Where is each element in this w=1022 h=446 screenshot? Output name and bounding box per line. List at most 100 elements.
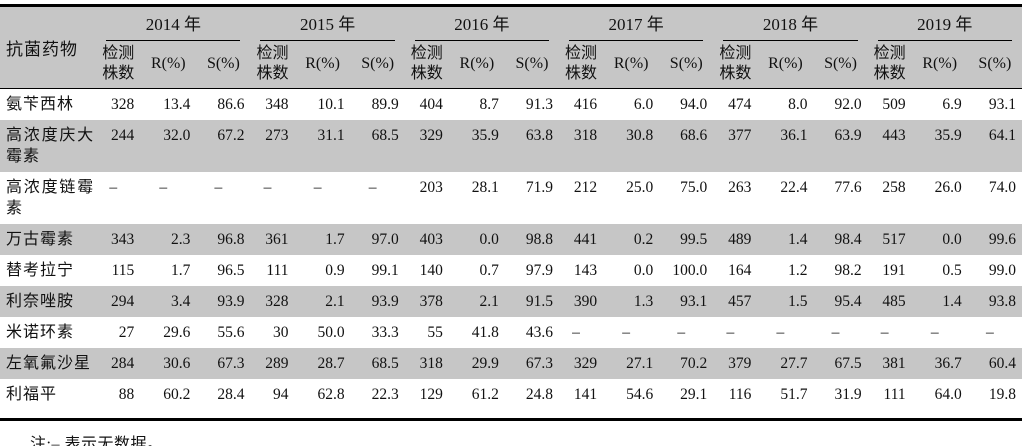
s-value-cell: 98.2 — [834, 262, 862, 279]
r-value-cell: 2.1 — [325, 293, 345, 310]
count-value-cell: 318 — [419, 355, 443, 372]
s-value-cell: 91.5 — [525, 293, 554, 310]
s-value-cell: 68.5 — [371, 355, 399, 372]
count-value-cell: – — [572, 324, 580, 341]
r-value-cell: – — [930, 324, 939, 341]
r-value-cell: 27.1 — [626, 355, 654, 372]
count-value-cell: 164 — [728, 262, 752, 279]
s-value-cell: 75.0 — [680, 179, 708, 196]
year-header-2018: 2018 年 — [713, 5, 868, 41]
count-value-cell: 377 — [728, 127, 752, 144]
year-label: 2019 年 — [917, 15, 973, 34]
subheader-r: R(%) — [911, 41, 968, 89]
r-value-cell: 28.7 — [317, 355, 345, 372]
r-value-cell: 0.0 — [633, 262, 654, 279]
r-value-cell: 0.0 — [479, 231, 499, 248]
table-body: 氨苄西林 328 13.4 86.6 348 10.1 89.9 404 8.7 91.3 416 6… — [0, 89, 1022, 420]
r-value-cell: 36.7 — [934, 355, 962, 372]
r-value-cell: – — [622, 324, 631, 341]
r-value-cell: 0.0 — [942, 231, 962, 248]
count-value-cell: 88 — [118, 386, 135, 403]
s-value-cell: 99.6 — [988, 231, 1016, 248]
r-value-cell: 1.3 — [633, 293, 654, 310]
subheader-s: S(%) — [967, 41, 1022, 89]
s-value-cell: 63.8 — [525, 127, 554, 144]
count-value-cell: 191 — [882, 262, 906, 279]
r-value-cell: 8.0 — [788, 96, 808, 113]
s-value-cell: 100.0 — [672, 262, 708, 279]
s-value-cell: 99.5 — [680, 231, 708, 248]
subheader-row: 检测株数 R(%) S(%) 检测株数 R(%) S(%) 检测株数 R(%) … — [0, 41, 1022, 89]
r-value-cell: 22.4 — [780, 179, 808, 196]
s-value-cell: 93.1 — [680, 293, 708, 310]
s-value-cell: 74.0 — [988, 179, 1016, 196]
drug-name-cell: 米诺环素 — [6, 324, 75, 341]
year-header-2017: 2017 年 — [559, 5, 714, 41]
s-value-cell: 96.5 — [217, 262, 245, 279]
s-value-cell: 98.4 — [834, 231, 862, 248]
count-value-cell: 115 — [111, 262, 135, 279]
table-row: 利福平 88 60.2 28.4 94 62.8 22.3 129 61.2 24.8 141 54.… — [0, 379, 1022, 420]
count-value-cell: 111 — [266, 262, 289, 279]
count-value-cell: 378 — [419, 293, 443, 310]
count-value-cell: 517 — [882, 231, 906, 248]
year-header-2019: 2019 年 — [867, 5, 1022, 41]
r-value-cell: 1.4 — [942, 293, 962, 310]
r-value-cell: 1.2 — [788, 262, 808, 279]
s-value-cell: – — [368, 179, 377, 196]
table-row: 米诺环素 27 29.6 55.6 30 50.0 33.3 55 41.8 43.6 – – – – – –… — [0, 317, 1022, 348]
r-value-cell: 26.0 — [934, 179, 962, 196]
s-value-cell: 70.2 — [680, 355, 708, 372]
subheader-s: S(%) — [813, 41, 868, 89]
subheader-s: S(%) — [196, 41, 251, 89]
year-header-2015: 2015 年 — [250, 5, 405, 41]
table-row: 高浓度庆大霉素 244 32.0 67.2 273 31.1 68.5 329 35.9 63.8… — [0, 120, 1022, 172]
r-value-cell: 41.8 — [471, 324, 499, 341]
subheader-count: 检测株数 — [867, 41, 912, 89]
r-value-cell: 28.1 — [471, 179, 499, 196]
s-value-cell: 96.8 — [217, 231, 245, 248]
drug-name-cell: 万古霉素 — [6, 231, 75, 248]
subheader-count: 检测株数 — [250, 41, 295, 89]
r-value-cell: 30.6 — [163, 355, 191, 372]
s-value-cell: 99.0 — [988, 262, 1016, 279]
count-value-cell: 140 — [419, 262, 443, 279]
count-value-cell: 141 — [573, 386, 598, 403]
r-value-cell: 31.1 — [317, 127, 345, 144]
s-value-cell: 71.9 — [525, 179, 554, 196]
s-value-cell: – — [214, 179, 223, 196]
count-value-cell: 348 — [265, 96, 289, 113]
year-label: 2017 年 — [608, 15, 664, 34]
count-value-cell: 457 — [728, 293, 752, 310]
count-value-cell: 329 — [573, 355, 598, 372]
drug-name-cell: 利福平 — [6, 386, 58, 403]
subheader-s: S(%) — [350, 41, 405, 89]
r-value-cell: 6.0 — [633, 96, 654, 113]
count-value-cell: – — [109, 179, 118, 196]
s-value-cell: 19.8 — [988, 386, 1016, 403]
count-value-cell: 390 — [573, 293, 598, 310]
subheader-count: 检测株数 — [559, 41, 604, 89]
count-value-cell: 329 — [419, 127, 443, 144]
r-value-cell: 27.7 — [780, 355, 808, 372]
r-value-cell: 3.4 — [170, 293, 191, 310]
r-value-cell: 35.9 — [471, 127, 499, 144]
count-value-cell: 361 — [265, 231, 289, 248]
subheader-r: R(%) — [448, 41, 505, 89]
r-value-cell: 0.9 — [325, 262, 345, 279]
count-value-cell: 343 — [111, 231, 135, 248]
s-value-cell: 67.3 — [525, 355, 554, 372]
s-value-cell: 68.5 — [371, 127, 399, 144]
count-value-cell: 381 — [882, 355, 906, 372]
drug-name-cell: 氨苄西林 — [6, 96, 75, 113]
r-value-cell: 25.0 — [626, 179, 654, 196]
count-value-cell: 328 — [111, 96, 135, 113]
r-value-cell: 60.2 — [163, 386, 191, 403]
count-value-cell: – — [880, 324, 889, 341]
r-value-cell: 51.7 — [780, 386, 808, 403]
s-value-cell: 94.0 — [680, 96, 708, 113]
s-value-cell: 86.6 — [217, 96, 245, 113]
count-value-cell: 27 — [118, 324, 135, 341]
s-value-cell: 97.0 — [371, 231, 399, 248]
count-value-cell: 111 — [883, 386, 906, 403]
